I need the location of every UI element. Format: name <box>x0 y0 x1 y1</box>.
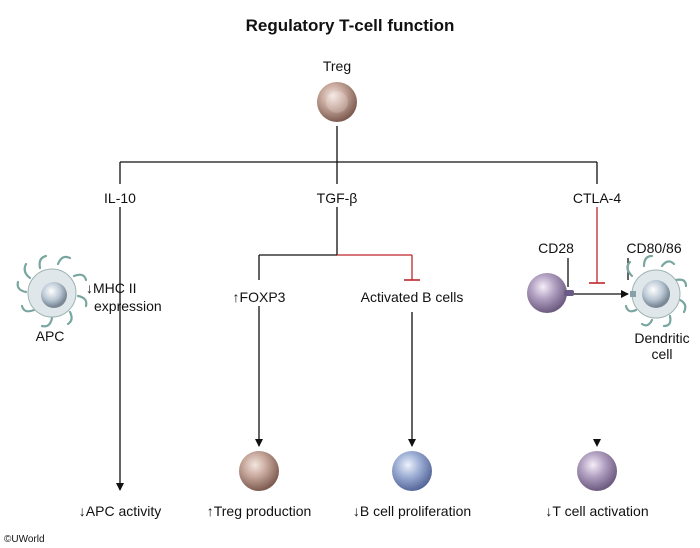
b-cell-outcome <box>392 451 432 491</box>
ctla4-connector <box>567 207 629 447</box>
outcome-apc-activity: ↓APC activity <box>78 503 162 519</box>
tgfb-outcome-arrows <box>255 306 416 447</box>
apc-label: APC <box>35 328 65 344</box>
tgfb-connector <box>258 207 420 281</box>
t-cell-outcome <box>577 451 617 491</box>
dendritic-label-line1: Dendritic <box>634 330 690 346</box>
cd28-label: CD28 <box>538 240 574 256</box>
activated-b-cells-label: Activated B cells <box>360 289 464 305</box>
mhc-label-line1: ↓MHC II <box>86 280 137 296</box>
cd80-86-label: CD80/86 <box>626 240 682 256</box>
outcome-b-cell-proliferation: ↓B cell proliferation <box>352 503 472 519</box>
outcome-t-cell-activation: ↓T cell activation <box>545 503 649 519</box>
treg-label: Treg <box>322 58 352 74</box>
dendritic-cell <box>624 254 688 328</box>
diagram-title: Regulatory T-cell function <box>245 16 455 35</box>
outcome-treg-production: ↑Treg production <box>206 503 312 519</box>
dendritic-label-line2: cell <box>651 346 673 362</box>
top-connectors <box>119 126 598 184</box>
mhc-label-line2: expression <box>94 298 162 314</box>
tgfb-label: TGF-β <box>316 190 358 206</box>
apc-cell <box>16 254 88 328</box>
treg-outcome-cell <box>239 451 279 491</box>
il10-label: IL-10 <box>104 190 136 206</box>
foxp3-label: ↑FOXP3 <box>232 289 286 305</box>
copyright-notice: ©UWorld <box>4 534 45 545</box>
t-cell-cd28 <box>527 273 574 313</box>
treg-cell <box>317 82 357 122</box>
ctla4-label: CTLA-4 <box>572 190 622 206</box>
